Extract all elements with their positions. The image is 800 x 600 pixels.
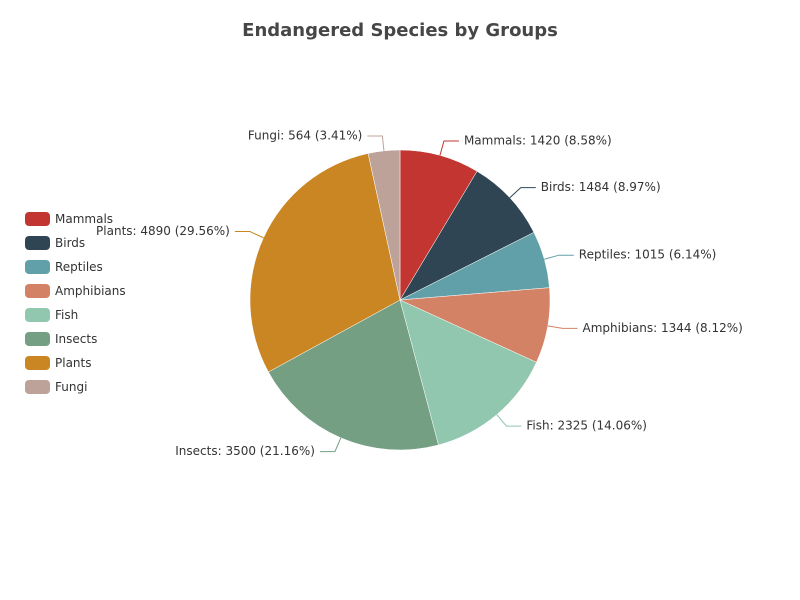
slice-label-amphibians: Amphibians: 1344 (8.12%): [583, 321, 743, 335]
legend-item-birds[interactable]: Birds: [25, 231, 126, 255]
legend-label: Plants: [55, 356, 92, 370]
legend: Mammals Birds Reptiles Amphibians Fish I…: [25, 207, 126, 399]
pie-slice-plants[interactable]: [249, 153, 401, 373]
legend-item-plants[interactable]: Plants: [25, 351, 126, 375]
leader-line-plants: [234, 231, 264, 239]
slice-label-birds: Birds: 1484 (8.97%): [541, 180, 661, 194]
slice-label-plants: Plants: 4890 (29.56%): [96, 224, 230, 238]
pie-slice-fish[interactable]: [399, 299, 537, 446]
leader-line-amphibians: [547, 325, 578, 329]
slice-label-insects: Insects: 3500 (21.16%): [175, 444, 315, 458]
legend-swatch: [25, 380, 50, 394]
legend-swatch: [25, 356, 50, 370]
leader-line-mammals: [439, 140, 459, 156]
leader-line-reptiles: [544, 254, 574, 260]
legend-swatch: [25, 308, 50, 322]
legend-label: Birds: [55, 236, 86, 250]
leader-line-fungi: [367, 135, 385, 151]
legend-swatch: [25, 284, 50, 298]
pie-slice-fungi[interactable]: [367, 149, 401, 301]
legend-label: Reptiles: [55, 260, 103, 274]
legend-label: Fish: [55, 308, 79, 322]
slice-label-fish: Fish: 2325 (14.06%): [526, 419, 647, 433]
legend-item-insects[interactable]: Insects: [25, 327, 126, 351]
legend-item-amphibians[interactable]: Amphibians: [25, 279, 126, 303]
legend-swatch: [25, 236, 50, 250]
slice-label-fungi: Fungi: 564 (3.41%): [248, 128, 362, 142]
pie-slice-insects[interactable]: [268, 299, 439, 451]
legend-item-reptiles[interactable]: Reptiles: [25, 255, 126, 279]
legend-swatch: [25, 212, 50, 226]
legend-label: Insects: [55, 332, 98, 346]
leader-line-birds: [509, 187, 536, 199]
legend-item-fish[interactable]: Fish: [25, 303, 126, 327]
pie-slice-birds[interactable]: [399, 170, 535, 301]
legend-label: Amphibians: [55, 284, 126, 298]
legend-label: Mammals: [55, 212, 114, 226]
legend-label: Fungi: [55, 380, 88, 394]
chart-title: Endangered Species by Groups: [242, 20, 558, 41]
slice-label-mammals: Mammals: 1420 (8.58%): [464, 133, 612, 147]
leader-line-fish: [496, 414, 522, 427]
legend-swatch: [25, 332, 50, 346]
slice-label-reptiles: Reptiles: 1015 (6.14%): [579, 248, 717, 262]
legend-item-mammals[interactable]: Mammals: [25, 207, 126, 231]
legend-swatch: [25, 260, 50, 274]
legend-item-fungi[interactable]: Fungi: [25, 375, 126, 399]
leader-line-insects: [319, 437, 342, 453]
